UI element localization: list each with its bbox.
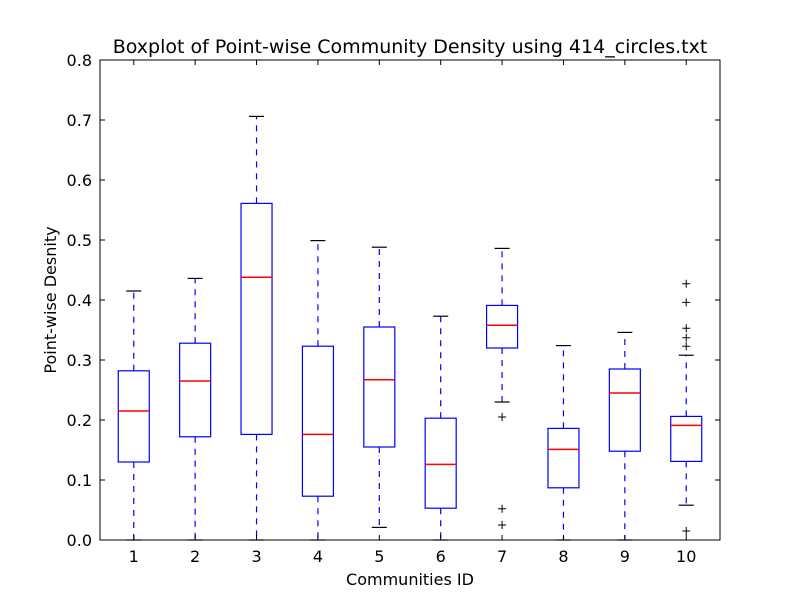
- box: [485, 304, 519, 349]
- y-tick-label: 0.4: [67, 291, 92, 310]
- outlier-marker: [682, 333, 691, 342]
- x-tick-label: 7: [497, 547, 507, 566]
- outlier-marker: [682, 298, 691, 307]
- x-tick-label: 10: [676, 547, 696, 566]
- chart-title: Boxplot of Point-wise Community Density …: [113, 36, 708, 58]
- outlier-marker: [498, 521, 507, 529]
- y-axis-title: Point-wise Desnity: [41, 226, 60, 373]
- y-tick-label: 0.1: [67, 471, 92, 490]
- box: [670, 415, 703, 462]
- outlier-marker: [682, 324, 691, 333]
- box: [547, 427, 580, 489]
- x-tick-label: 1: [129, 547, 139, 566]
- x-tick-label: 3: [251, 547, 261, 566]
- x-tick-label: 6: [436, 547, 446, 566]
- outlier-marker: [498, 413, 507, 421]
- outlier-marker: [682, 342, 691, 351]
- box: [424, 417, 457, 509]
- box: [240, 202, 273, 435]
- x-tick-label: 2: [190, 547, 200, 566]
- y-tick-label: 0.5: [67, 231, 92, 250]
- outlier-marker: [498, 504, 507, 513]
- y-tick-label: 0.6: [67, 171, 92, 190]
- x-tick-label: 5: [374, 547, 384, 566]
- box: [179, 342, 212, 438]
- y-tick-label: 0.7: [67, 111, 92, 130]
- x-tick-label: 9: [620, 547, 630, 566]
- plot-area: [117, 115, 703, 541]
- box: [117, 370, 150, 463]
- y-tick-label: 0.0: [67, 531, 92, 550]
- y-tick-label: 0.3: [67, 351, 92, 370]
- box: [301, 345, 335, 497]
- box: [363, 326, 396, 448]
- y-tick-label: 0.8: [67, 51, 92, 70]
- outlier-marker: [682, 279, 691, 288]
- x-tick-label: 8: [558, 547, 568, 566]
- y-tick-label: 0.2: [67, 411, 92, 430]
- plot-frame: [99, 59, 721, 541]
- box: [608, 368, 641, 452]
- outlier-marker: [682, 527, 691, 535]
- x-tick-label: 4: [313, 547, 323, 566]
- x-axis-title: Communities ID: [346, 570, 474, 589]
- axes: 0.0 0.1 0.2 0.3 0.4 0.5 0.6 0.7 0.8 1 2 3 4 5 6 7 8 9 10: [67, 51, 720, 566]
